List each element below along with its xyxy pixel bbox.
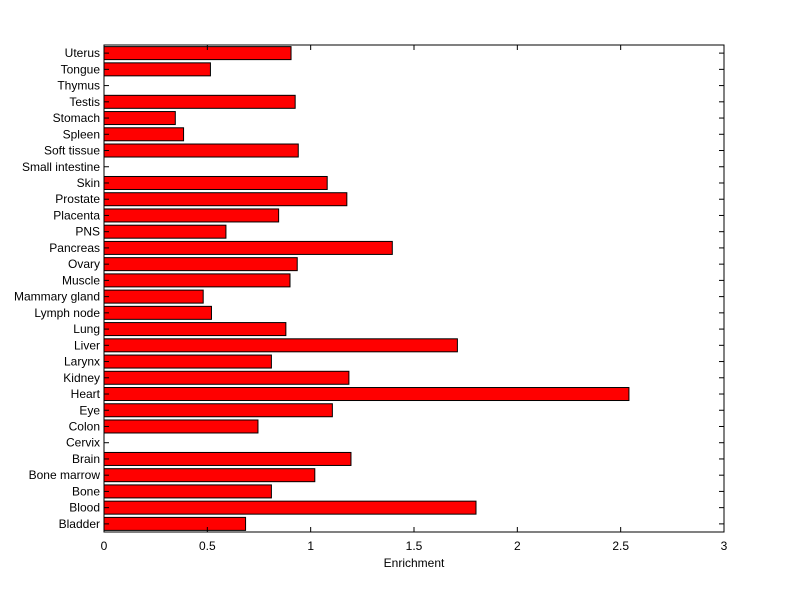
category-label: Liver [74,338,100,352]
category-label: Mammary gland [14,290,100,304]
bar-spleen [103,127,185,142]
category-label: Small intestine [22,160,100,174]
bar-larynx [103,354,272,369]
category-label: Soft tissue [44,144,100,158]
category-label: Thymus [57,79,100,93]
category-label: Uterus [65,46,100,60]
bar-lymph-node [103,305,212,320]
category-label: Testis [69,95,100,109]
bar-kidney [103,370,350,385]
bar-lung [103,322,287,337]
category-labels: Uterus Tongue Thymus Testis Stomach Spleen Sof… [14,46,101,531]
category-label: Lung [73,322,100,336]
category-label: Brain [72,452,100,466]
bar-pancreas [103,240,393,255]
category-label: Muscle [62,273,100,287]
category-label: Lymph node [34,306,100,320]
bar-skin [103,175,328,190]
category-label: Pancreas [49,241,100,255]
bar-ovary [103,257,298,272]
x-tick-label: 3 [721,539,728,553]
category-label: Ovary [68,257,100,271]
category-label: Placenta [53,208,100,222]
bar-stomach [103,111,176,126]
category-label: Bone marrow [29,468,101,482]
x-tick-label: 2.5 [612,539,629,553]
x-tick-label: 2 [514,539,521,553]
bar-brain [103,451,352,466]
bar-soft-tissue [103,143,299,158]
bar-placenta [103,208,280,223]
category-label: Tongue [61,62,101,76]
x-tick-label: 0.5 [199,539,216,553]
category-label: Bladder [59,517,100,531]
bar-pns [103,224,227,239]
bar-prostate [103,192,348,207]
category-label: Stomach [53,111,100,125]
category-label: Heart [71,387,101,401]
bar-testis [103,94,296,109]
bar-liver [103,338,458,353]
bar-muscle [103,273,291,288]
x-axis-label: Enrichment [384,556,445,570]
bar-bone-marrow [103,468,316,483]
bar-uterus [103,46,292,61]
category-label: Larynx [64,355,100,369]
category-label: Blood [69,501,100,515]
x-tick-label: 1.5 [406,539,423,553]
x-tick-labels: 0 0.5 1 1.5 2 2.5 3 [101,539,728,553]
bar-bone [103,484,272,499]
category-label: Eye [79,403,100,417]
bar-tongue [103,62,211,77]
bars-group [103,46,630,531]
category-label: Spleen [63,127,100,141]
bar-colon [103,419,259,434]
category-label: PNS [75,225,100,239]
bar-eye [103,403,333,418]
category-label: Skin [77,176,100,190]
category-label: Kidney [63,371,100,385]
category-label: Colon [69,419,100,433]
bar-heart [103,387,630,402]
category-label: Cervix [66,436,100,450]
bar-mammary-gland [103,289,204,304]
x-tick-label: 1 [307,539,314,553]
ticks-group [103,45,725,532]
bar-blood [103,500,477,515]
bar-bladder [103,516,247,531]
x-tick-label: 0 [101,539,108,553]
category-label: Prostate [55,192,100,206]
category-label: Bone [72,484,100,498]
